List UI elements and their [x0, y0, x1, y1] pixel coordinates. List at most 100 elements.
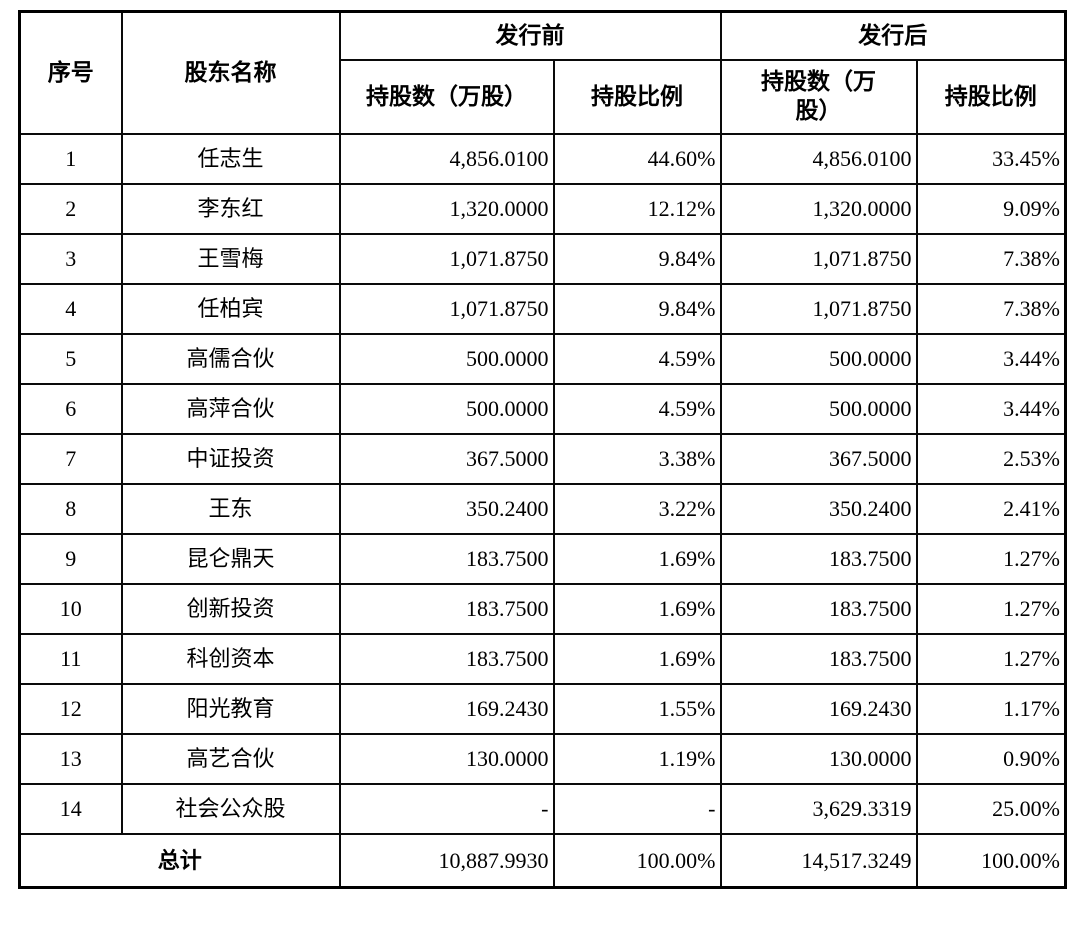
- row-ratio-post: 1.27%: [915, 633, 1067, 685]
- row-ratio-post: 3.44%: [915, 383, 1067, 435]
- row-shares-pre: 1,320.0000: [338, 183, 555, 235]
- row-shares-post: 367.5000: [719, 433, 918, 485]
- row-shares-post: 500.0000: [719, 383, 918, 435]
- row-ratio-post: 3.44%: [915, 333, 1067, 385]
- total-row: 总计 10,887.9930 100.00% 14,517.3249 100.0…: [18, 833, 1067, 888]
- table-row: 12 阳光教育 169.2430 1.55% 169.2430 1.17%: [18, 683, 1067, 735]
- row-ratio-post: 0.90%: [915, 733, 1067, 785]
- row-no: 11: [18, 633, 123, 685]
- row-no: 1: [18, 133, 123, 185]
- row-shareholder-name: 李东红: [120, 183, 341, 235]
- row-ratio-pre: 44.60%: [552, 133, 722, 185]
- table-row: 8 王东 350.2400 3.22% 350.2400 2.41%: [18, 483, 1067, 535]
- row-no: 5: [18, 333, 123, 385]
- row-shareholder-name: 任志生: [120, 133, 341, 185]
- row-ratio-pre: -: [552, 783, 722, 835]
- table-row: 4 任柏宾 1,071.8750 9.84% 1,071.8750 7.38%: [18, 283, 1067, 335]
- table-row: 10 创新投资 183.7500 1.69% 183.7500 1.27%: [18, 583, 1067, 635]
- row-no: 9: [18, 533, 123, 585]
- header-group-post-issuance: 发行后: [719, 10, 1067, 61]
- table-row: 3 王雪梅 1,071.8750 9.84% 1,071.8750 7.38%: [18, 233, 1067, 285]
- row-shares-pre: 183.7500: [338, 583, 555, 635]
- row-shares-pre: 169.2430: [338, 683, 555, 735]
- row-shares-pre: 500.0000: [338, 333, 555, 385]
- row-no: 12: [18, 683, 123, 735]
- row-ratio-pre: 1.55%: [552, 683, 722, 735]
- table-row: 6 高萍合伙 500.0000 4.59% 500.0000 3.44%: [18, 383, 1067, 435]
- row-shareholder-name: 社会公众股: [120, 783, 341, 835]
- row-shares-post: 130.0000: [719, 733, 918, 785]
- row-shareholder-name: 科创资本: [120, 633, 341, 685]
- row-shareholder-name: 王东: [120, 483, 341, 535]
- row-shareholder-name: 王雪梅: [120, 233, 341, 285]
- row-no: 2: [18, 183, 123, 235]
- row-shares-pre: 183.7500: [338, 633, 555, 685]
- row-no: 3: [18, 233, 123, 285]
- total-ratio-post: 100.00%: [915, 833, 1067, 888]
- table-row: 11 科创资本 183.7500 1.69% 183.7500 1.27%: [18, 633, 1067, 685]
- row-shares-pre: 1,071.8750: [338, 283, 555, 335]
- row-ratio-pre: 1.19%: [552, 733, 722, 785]
- row-shares-post: 4,856.0100: [719, 133, 918, 185]
- row-shareholder-name: 创新投资: [120, 583, 341, 635]
- row-ratio-post: 2.41%: [915, 483, 1067, 535]
- row-shareholder-name: 阳光教育: [120, 683, 341, 735]
- row-ratio-post: 2.53%: [915, 433, 1067, 485]
- row-shares-pre: 183.7500: [338, 533, 555, 585]
- table-footer: 总计 10,887.9930 100.00% 14,517.3249 100.0…: [18, 833, 1067, 888]
- row-ratio-pre: 1.69%: [552, 633, 722, 685]
- row-shares-post: 183.7500: [719, 533, 918, 585]
- row-shares-pre: 350.2400: [338, 483, 555, 535]
- row-no: 4: [18, 283, 123, 335]
- row-ratio-post: 9.09%: [915, 183, 1067, 235]
- row-ratio-pre: 12.12%: [552, 183, 722, 235]
- row-ratio-post: 1.27%: [915, 583, 1067, 635]
- row-shares-post: 169.2430: [719, 683, 918, 735]
- row-shareholder-name: 昆仑鼎天: [120, 533, 341, 585]
- row-shares-post: 183.7500: [719, 633, 918, 685]
- row-ratio-pre: 1.69%: [552, 533, 722, 585]
- header-sub-row: 持股数（万股） 持股比例 持股数（万 股） 持股比例: [20, 59, 1067, 135]
- row-ratio-post: 1.27%: [915, 533, 1067, 585]
- row-ratio-pre: 9.84%: [552, 233, 722, 285]
- table-row: 13 高艺合伙 130.0000 1.19% 130.0000 0.90%: [18, 733, 1067, 785]
- header-col-shares-pre: 持股数（万股）: [338, 59, 555, 135]
- row-ratio-pre: 3.22%: [552, 483, 722, 535]
- total-ratio-pre: 100.00%: [552, 833, 722, 888]
- row-shareholder-name: 任柏宾: [120, 283, 341, 335]
- header-group-pre-issuance: 发行前: [338, 10, 722, 61]
- table-row: 14 社会公众股 - -3,629.3319 25.00%: [18, 783, 1067, 835]
- table-header: 序号 股东名称 发行前 发行后 持股数（万股） 持股比例 持股数（万 股） 持股…: [18, 10, 1067, 135]
- shareholding-table: 序号 股东名称 发行前 发行后 持股数（万股） 持股比例 持股数（万 股） 持股…: [18, 10, 1067, 889]
- row-shareholder-name: 高艺合伙: [120, 733, 341, 785]
- row-ratio-post: 25.00%: [915, 783, 1067, 835]
- row-ratio-pre: 9.84%: [552, 283, 722, 335]
- table-row: 1 任志生 4,856.0100 44.60% 4,856.0100 33.45%: [18, 133, 1067, 185]
- table-row: 7 中证投资 367.5000 3.38% 367.5000 2.53%: [18, 433, 1067, 485]
- header-col-ratio-post: 持股比例: [915, 59, 1067, 135]
- row-ratio-pre: 3.38%: [552, 433, 722, 485]
- row-no: 13: [18, 733, 123, 785]
- row-ratio-post: 7.38%: [915, 233, 1067, 285]
- row-no: 7: [18, 433, 123, 485]
- header-group-row: 序号 股东名称 发行前 发行后: [18, 10, 1067, 135]
- row-ratio-post: 1.17%: [915, 683, 1067, 735]
- total-shares-post: 14,517.3249: [719, 833, 918, 888]
- row-no: 10: [18, 583, 123, 635]
- header-col-shares-post: 持股数（万 股）: [719, 59, 918, 135]
- row-shares-pre: -: [338, 783, 555, 835]
- row-shares-post: 350.2400: [719, 483, 918, 535]
- row-no: 8: [18, 483, 123, 535]
- row-no: 14: [18, 783, 123, 835]
- row-ratio-post: 7.38%: [915, 283, 1067, 335]
- row-shareholder-name: 高萍合伙: [120, 383, 341, 435]
- row-shares-post: 183.7500: [719, 583, 918, 635]
- row-no: 6: [18, 383, 123, 435]
- row-ratio-post: 33.45%: [915, 133, 1067, 185]
- row-ratio-pre: 4.59%: [552, 383, 722, 435]
- table-row: 5 高儒合伙 500.0000 4.59% 500.0000 3.44%: [18, 333, 1067, 385]
- row-ratio-pre: 4.59%: [552, 333, 722, 385]
- row-shares-post: 1,071.8750: [719, 283, 918, 335]
- header-col-no: 序号: [18, 10, 123, 135]
